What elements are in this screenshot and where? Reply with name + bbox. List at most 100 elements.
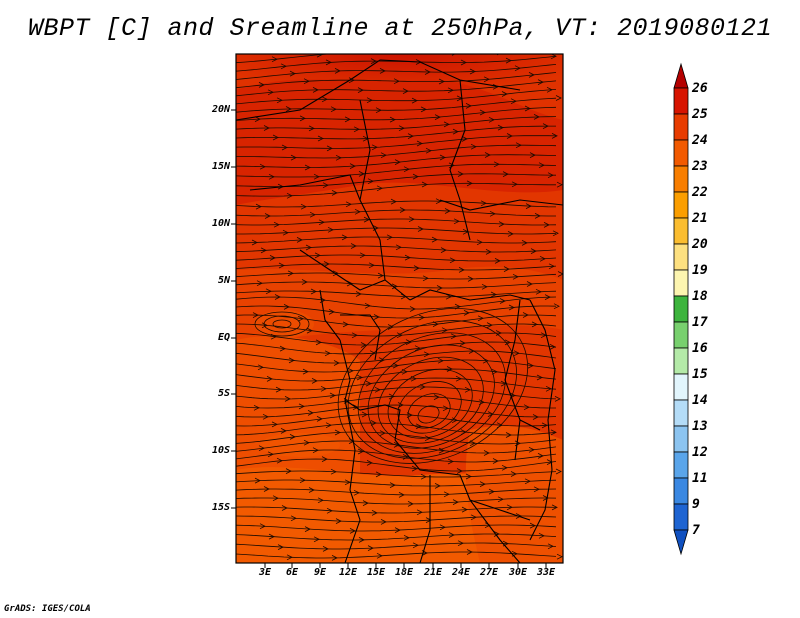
streamline-arrow bbox=[325, 59, 332, 66]
streamline-arrow bbox=[416, 509, 423, 516]
streamline-arrow bbox=[257, 364, 264, 371]
streamline-arrow bbox=[299, 477, 306, 484]
streamline-arrow bbox=[507, 231, 514, 237]
vortex-streamline bbox=[367, 344, 495, 449]
streamline-arrow bbox=[439, 524, 446, 531]
lon-label-12e: 12E bbox=[338, 567, 358, 578]
streamline-arrow bbox=[479, 109, 486, 116]
streamline-arrow bbox=[398, 492, 405, 498]
streamline-arrow bbox=[374, 386, 381, 393]
streamline-arrow bbox=[373, 314, 380, 320]
lon-label-3e: 3E bbox=[258, 567, 272, 578]
streamline-arrow bbox=[271, 421, 278, 428]
streamline-arrow bbox=[550, 429, 557, 436]
streamline-arrow bbox=[345, 201, 352, 208]
streamline-arrow bbox=[370, 420, 377, 426]
streamline-arrow bbox=[528, 446, 535, 453]
colorbar-swatch bbox=[673, 87, 689, 115]
streamline-arrow bbox=[511, 181, 518, 188]
streamline bbox=[236, 135, 557, 149]
streamline-arrow bbox=[538, 532, 545, 539]
streamline-arrow bbox=[501, 464, 508, 471]
streamline-arrow bbox=[541, 422, 548, 429]
streamline-arrow bbox=[363, 216, 370, 223]
streamline-arrow bbox=[353, 489, 360, 496]
streamline-arrow bbox=[466, 180, 473, 187]
lon-label-6e: 6E bbox=[285, 567, 299, 578]
streamline-arrow bbox=[306, 327, 313, 334]
colorbar-swatch bbox=[673, 217, 689, 245]
streamline bbox=[236, 440, 557, 454]
streamline-arrow bbox=[412, 542, 419, 549]
streamline-arrow bbox=[405, 339, 412, 345]
colorbar-label-7: 7 bbox=[692, 523, 700, 538]
streamline bbox=[236, 245, 557, 253]
streamline-arrow bbox=[441, 327, 448, 334]
streamline-arrow bbox=[492, 458, 499, 464]
streamline-arrow bbox=[431, 236, 438, 243]
streamline bbox=[236, 263, 557, 271]
colorbar-label-21: 21 bbox=[692, 211, 708, 226]
streamline-arrow bbox=[305, 244, 312, 251]
streamline-arrow bbox=[371, 144, 378, 151]
streamline-arrow bbox=[557, 271, 563, 277]
streamline-arrow bbox=[447, 458, 454, 465]
streamline-arrow bbox=[389, 116, 396, 123]
colorbar-label-16: 16 bbox=[692, 341, 708, 356]
streamline-arrow bbox=[408, 216, 415, 223]
streamline-arrow bbox=[501, 91, 508, 97]
streamline-arrow bbox=[276, 457, 283, 464]
streamline-arrow bbox=[263, 486, 270, 492]
streamline bbox=[236, 488, 557, 496]
streamline-arrow bbox=[401, 368, 408, 375]
streamline-arrow bbox=[254, 116, 261, 122]
streamline-arrow bbox=[313, 536, 320, 543]
streamline-arrow bbox=[497, 124, 504, 131]
streamline-arrow bbox=[432, 321, 439, 327]
streamline-arrow bbox=[391, 283, 398, 290]
streamline-arrow bbox=[280, 63, 287, 70]
streamline-arrow bbox=[325, 422, 332, 429]
lat-label-5s: 5S bbox=[217, 388, 230, 399]
streamline-arrow bbox=[285, 106, 292, 112]
streamline-arrow bbox=[324, 350, 331, 357]
streamline-arrow bbox=[544, 294, 551, 300]
vortex-streamline bbox=[397, 381, 462, 434]
streamline bbox=[236, 80, 557, 97]
streamline-arrow bbox=[532, 414, 539, 420]
streamline-arrow bbox=[388, 393, 395, 400]
streamline-arrow bbox=[403, 534, 410, 541]
streamline-arrow bbox=[481, 283, 488, 290]
streamline-arrow bbox=[334, 68, 341, 74]
streamline bbox=[236, 254, 557, 262]
streamline-arrow bbox=[469, 440, 476, 447]
streamline bbox=[236, 106, 557, 121]
streamline-arrow bbox=[329, 392, 336, 399]
streamline-arrow bbox=[455, 375, 462, 382]
streamline-arrow bbox=[267, 451, 274, 458]
streamline bbox=[236, 163, 557, 178]
streamline-arrow bbox=[483, 76, 490, 83]
streamline-arrow bbox=[436, 285, 443, 291]
streamline-arrow bbox=[470, 143, 477, 150]
streamline-arrow bbox=[377, 272, 384, 279]
streamline-arrow bbox=[504, 339, 511, 346]
lon-label-30e: 30E bbox=[508, 567, 528, 578]
streamline bbox=[236, 236, 557, 244]
streamline-arrow bbox=[314, 252, 321, 259]
streamline-arrow bbox=[308, 487, 315, 493]
streamline-arrow bbox=[452, 499, 459, 505]
streamline-arrow bbox=[419, 384, 426, 390]
streamline-arrow bbox=[484, 522, 491, 529]
streamline-arrow bbox=[265, 288, 272, 295]
streamline-arrow bbox=[452, 128, 459, 135]
streamline-arrow bbox=[321, 456, 328, 462]
streamline-arrow bbox=[365, 380, 372, 387]
streamline-arrow bbox=[443, 121, 450, 128]
streamline-arrow bbox=[533, 114, 540, 120]
colorbar-swatch bbox=[673, 451, 689, 479]
streamline-arrow bbox=[555, 95, 562, 101]
colorbar-swatch bbox=[673, 425, 689, 453]
streamline bbox=[236, 182, 556, 197]
grads-credit: GrADS: IGES/COLA bbox=[4, 604, 91, 614]
